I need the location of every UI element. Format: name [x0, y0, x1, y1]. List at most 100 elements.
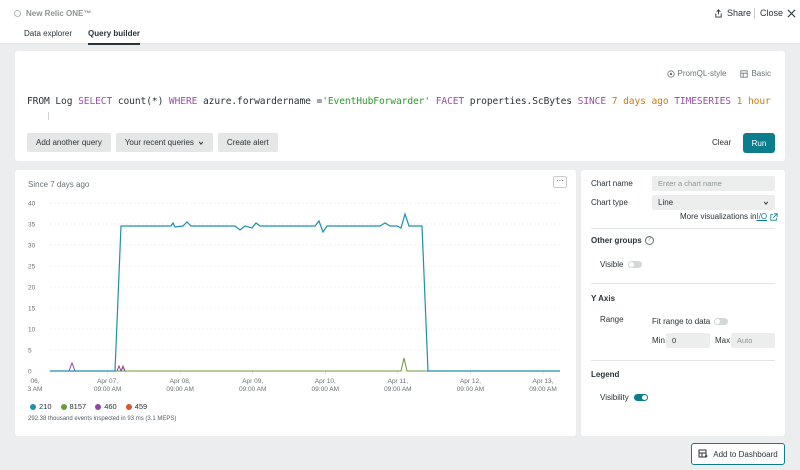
legend-swatch	[30, 403, 36, 410]
y-tick-label: 35	[28, 222, 36, 229]
y-tick-label: 30	[28, 243, 36, 250]
x-tick-label: Apr 07,	[97, 378, 118, 385]
x-tick-label: 09:00 AM	[384, 386, 411, 393]
promql-mode-button[interactable]: PromQL-style	[666, 69, 726, 78]
create-alert-button[interactable]: Create alert	[217, 133, 278, 152]
nrql-keyword: FACET	[435, 96, 465, 107]
y-tick-label: 15	[28, 306, 36, 313]
min-label-wrap: Min	[652, 336, 665, 345]
tab-bar: Data explorer Query builder	[24, 29, 141, 45]
nrql-string: 'EventHubForwarder'	[322, 96, 431, 107]
legend-visibility-toggle[interactable]	[633, 394, 648, 401]
other-groups-title: Other groups	[591, 236, 642, 245]
chart-since-label: Since 7 days ago	[28, 180, 90, 189]
max-label: Max	[715, 336, 731, 345]
basic-mode-button[interactable]: Basic	[740, 69, 771, 78]
chart-type-select[interactable]: Line	[652, 195, 775, 210]
y-max-input[interactable]: Auto	[731, 333, 775, 348]
x-tick-label: Apr 13,	[533, 378, 554, 385]
close-label: Close	[760, 8, 784, 18]
nrql-keyword: SELECT	[78, 96, 113, 107]
y-min-input[interactable]: 0	[666, 333, 710, 348]
legend-item[interactable]: 210	[30, 402, 52, 411]
legend-item[interactable]: 459	[125, 402, 148, 411]
x-tick-label: 06,	[30, 378, 39, 385]
query-actions: Add another query Your recent queries Cr…	[27, 133, 278, 152]
y-tick-label: 20	[28, 285, 36, 292]
range-label: Range	[600, 315, 624, 324]
legend-item[interactable]: 460	[95, 402, 117, 411]
external-link-icon[interactable]	[770, 212, 778, 221]
chart-name-label: Chart name	[591, 179, 633, 188]
x-tick-label: Apr 11,	[388, 378, 409, 385]
query-mode-switcher: PromQL-style Basic	[666, 69, 771, 78]
share-icon	[715, 8, 722, 18]
nrql-keyword: SINCE	[577, 96, 607, 107]
x-tick-label: Apr 08,	[170, 378, 191, 385]
legend-label: 460	[104, 402, 117, 411]
share-button[interactable]: Share	[714, 8, 751, 18]
chart-settings-panel: Chart name Enter a chart name Chart type…	[581, 170, 785, 436]
recent-queries-label: Your recent queries	[124, 138, 194, 147]
chart-panel: Since 7 days ago ··· 0 5 10 15 20 25 30 35 40 06,…	[15, 170, 576, 436]
fit-range-row: Fit range to data	[652, 317, 729, 326]
series-line-460	[50, 361, 155, 373]
recent-queries-button[interactable]: Your recent queries	[115, 133, 213, 152]
tab-data-explorer[interactable]: Data explorer	[24, 29, 73, 38]
legend-label: 459	[134, 402, 148, 411]
chart-type-row: Chart type	[591, 198, 628, 207]
nrql-number: 7	[611, 96, 618, 107]
query-panel: PromQL-style Basic FROM Log SELECT count…	[15, 51, 785, 161]
nrql-query-editor[interactable]: FROM Log SELECT count(*) WHERE azure.for…	[27, 96, 771, 107]
brand: New Relic ONE™	[14, 9, 91, 18]
legend-item[interactable]: 8157	[60, 402, 86, 411]
add-to-dashboard-button[interactable]: Add to Dashboard	[691, 443, 785, 465]
chart-more-menu-button[interactable]: ···	[553, 176, 567, 188]
legend-visibility-row: Visibility	[600, 393, 648, 402]
max-label-wrap: Max	[715, 336, 730, 345]
more-visualizations: More visualizations in I/O	[680, 212, 778, 221]
x-tick-label: Apr 10,	[315, 378, 336, 385]
chart-name-input[interactable]: Enter a chart name	[652, 176, 775, 191]
tab-query-builder[interactable]: Query builder	[88, 29, 141, 45]
divider	[591, 228, 775, 229]
chart-name-row: Chart name	[591, 179, 633, 188]
add-another-query-button[interactable]: Add another query	[27, 133, 111, 152]
divider	[591, 283, 775, 284]
other-groups-visible-toggle[interactable]	[628, 261, 643, 268]
other-groups-header: Other groups ?	[591, 236, 654, 245]
nrql-text: azure.forwardername =	[197, 96, 323, 107]
min-label: Min	[652, 336, 665, 345]
promql-icon	[666, 69, 675, 78]
share-label: Share	[727, 8, 752, 18]
nrql-keyword: TIMESERIES	[674, 96, 731, 107]
run-button[interactable]: Run	[743, 133, 775, 153]
x-tick-label: 09:00 AM	[239, 386, 266, 393]
range-row: Range	[600, 315, 624, 324]
help-icon[interactable]: ?	[644, 236, 654, 245]
app-header: New Relic ONE™ Share Close Data explorer…	[0, 0, 800, 45]
x-tick-label: 09:00 AM	[166, 386, 193, 393]
y-tick-label: 40	[28, 201, 36, 208]
close-button[interactable]: Close	[760, 8, 796, 18]
fit-range-label: Fit range to data	[652, 317, 711, 326]
legend-label: 210	[39, 402, 52, 411]
query-stats: 292.38 thousand events inspected in 93 m…	[28, 416, 177, 422]
fit-range-toggle[interactable]	[714, 318, 729, 325]
more-viz-text: More visualizations in	[680, 212, 757, 221]
divider	[591, 360, 775, 361]
nrql-number: days ago	[623, 96, 669, 107]
nrql-text: properties.ScBytes	[464, 96, 578, 107]
nrql-keyword: WHERE	[168, 96, 198, 107]
io-link[interactable]: I/O	[756, 212, 768, 221]
series-line-8157	[50, 357, 560, 372]
chart-type-label: Chart type	[591, 198, 628, 207]
new-relic-logo-icon	[14, 10, 21, 17]
legend-swatch	[125, 403, 132, 410]
chart-type-value: Line	[658, 198, 674, 207]
clear-button[interactable]: Clear	[712, 138, 732, 147]
chevron-down-icon	[198, 141, 204, 145]
y-axis-title: Y Axis	[591, 294, 616, 303]
x-tick-label: Apr 09,	[242, 378, 263, 385]
